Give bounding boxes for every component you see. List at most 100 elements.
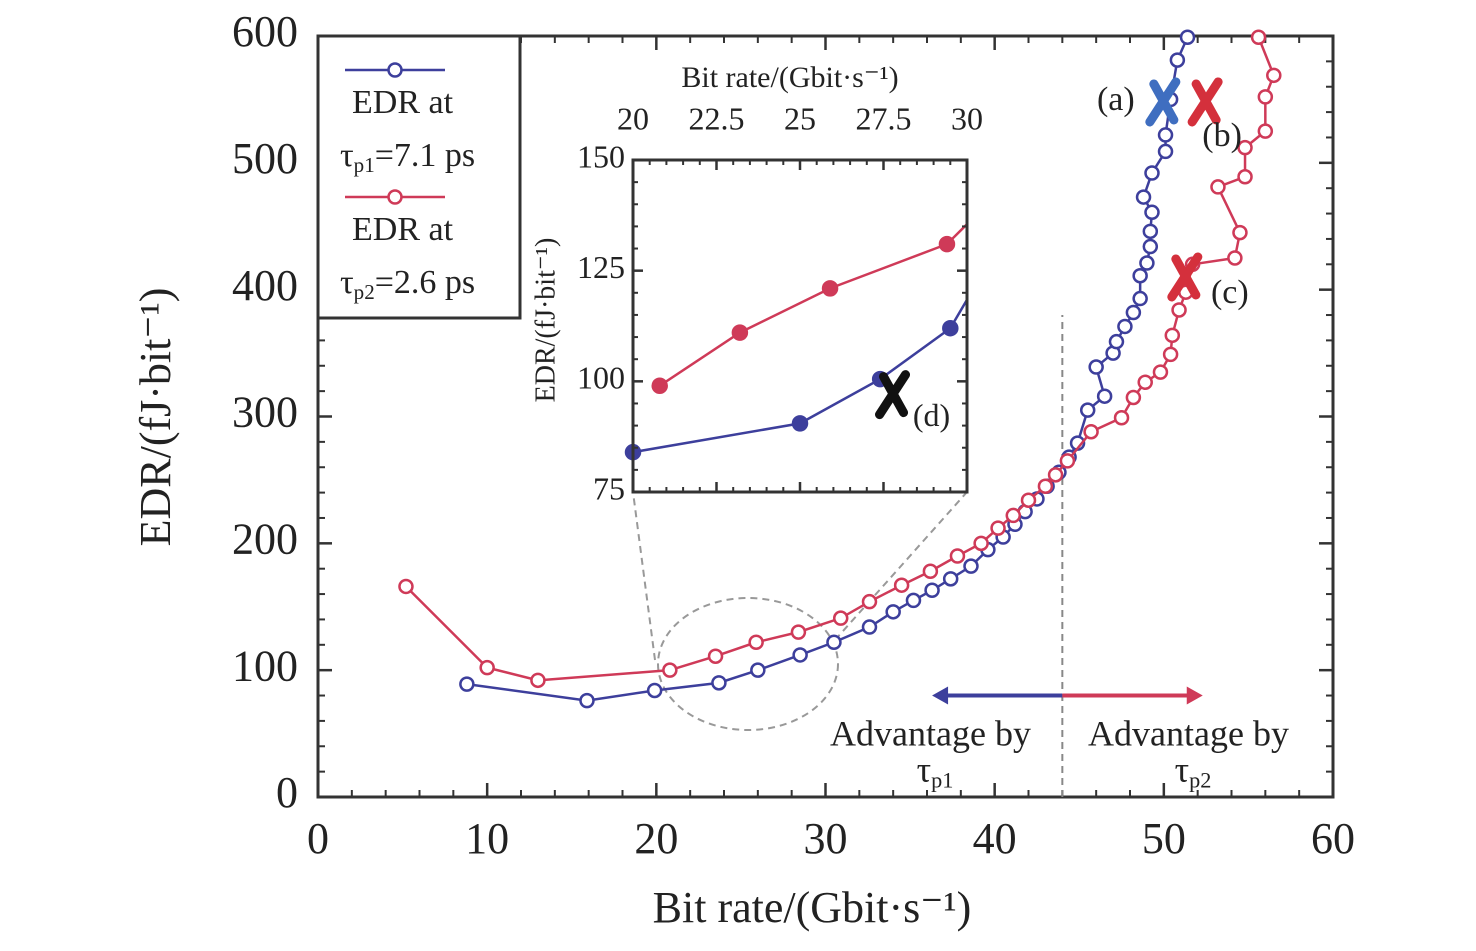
marker-label: (d) [913,397,950,433]
x-tick-label: 60 [1311,814,1355,863]
data-point [530,672,546,689]
data-point [1157,127,1174,143]
marker-label: (a) [1097,81,1135,118]
data-point [1117,318,1133,335]
data-point [1164,327,1181,344]
data-point [1135,189,1152,205]
x-tick-label: 30 [804,814,848,863]
data-point [963,558,979,574]
inset-x-axis-title: Bit rate/(Gbit·s⁻¹) [681,61,898,94]
plot: 0 10 20 30 40 50 600100200300400500600Advantag… [232,7,1355,863]
data-point [1137,374,1153,391]
data-point [942,319,959,337]
data-point [711,675,727,691]
legend-label: EDR at τp2=2.6 ps [340,211,475,304]
y-tick-label: 100 [232,641,298,690]
data-point [792,647,808,663]
legend-marker [387,189,403,205]
data-point [1005,507,1022,524]
x-tick-label: 10 [465,814,509,863]
data-point [1113,410,1130,426]
region-label: Advantage by τp2 [1088,714,1298,793]
data-point [1125,304,1142,321]
y-tick-label: 150 [577,138,625,174]
data-point [1079,402,1096,418]
legend-label: EDR at τp1=7.1 ps [340,84,475,177]
data-point [1237,169,1253,185]
x-tick-label: 25 [784,100,816,136]
x-axis-title: Bit rate/(Gbit·s⁻¹) [653,883,972,932]
data-point [1047,467,1064,483]
x-tick-label: 40 [973,814,1017,863]
data-point [646,682,663,699]
x-tick-label: 0 [307,814,329,863]
y-tick-label: 0 [276,768,298,817]
data-point [398,578,414,595]
x-marker [1187,77,1223,127]
data-point [1108,333,1125,350]
data-point [1250,29,1267,46]
data-point [1132,290,1148,307]
data-point [459,676,475,692]
data-point [1125,389,1142,406]
data-point [1171,302,1187,318]
zoom-ellipse [657,597,839,731]
data-point [821,280,839,297]
data-point [1144,165,1160,181]
data-point [938,235,956,253]
data-point [579,692,595,709]
data-point [651,377,668,395]
y-tick-label: 100 [577,360,625,396]
y-tick-label: 75 [593,470,625,506]
inset-y-axis-title: EDR/(fJ·bit⁻¹) [530,238,561,403]
data-point [1210,179,1226,195]
data-point [990,520,1006,536]
data-point [861,619,878,635]
marker-label: (c) [1211,274,1249,311]
x-marker [1145,77,1181,127]
data-point [973,535,989,552]
data-point [1227,250,1243,266]
y-tick-label: 500 [232,134,298,183]
data-point [1157,143,1174,160]
x-tick-label: 30 [951,100,983,136]
data-point [1257,123,1274,139]
data-point [949,548,966,564]
data-point [1037,478,1054,495]
zoom-line [834,491,968,641]
data-point [791,415,809,432]
data-point [1142,238,1159,255]
data-point [1232,224,1248,241]
data-point [1020,492,1037,508]
data-point [707,648,724,664]
data-point [1144,204,1160,221]
zoom-line [632,491,656,661]
y-tick-label: 600 [232,7,298,56]
data-point [790,624,807,640]
arrow-head [1186,686,1203,705]
data-point [1088,359,1104,375]
data-point [1266,67,1282,84]
data-point [905,592,922,609]
data-point [861,593,878,610]
data-point [1096,388,1113,404]
data-point [1059,453,1076,469]
x-tick-label: 27.5 [856,100,912,136]
inset-bg [633,160,967,492]
data-point [479,659,495,676]
data-point [1152,364,1169,380]
y-tick-label: 400 [232,261,298,310]
data-point [1142,223,1159,240]
data-point [832,610,849,626]
region-label: Advantage by τp1 [830,714,1040,793]
data-point [750,662,766,678]
data-point [731,324,749,341]
x-marker [1167,252,1203,302]
x-tick-label: 20 [617,100,649,136]
data-point [942,571,959,587]
data-point [662,662,678,678]
x-tick-label: 22.5 [689,100,745,136]
marker-label: (b) [1202,117,1242,154]
data-point [924,582,940,599]
